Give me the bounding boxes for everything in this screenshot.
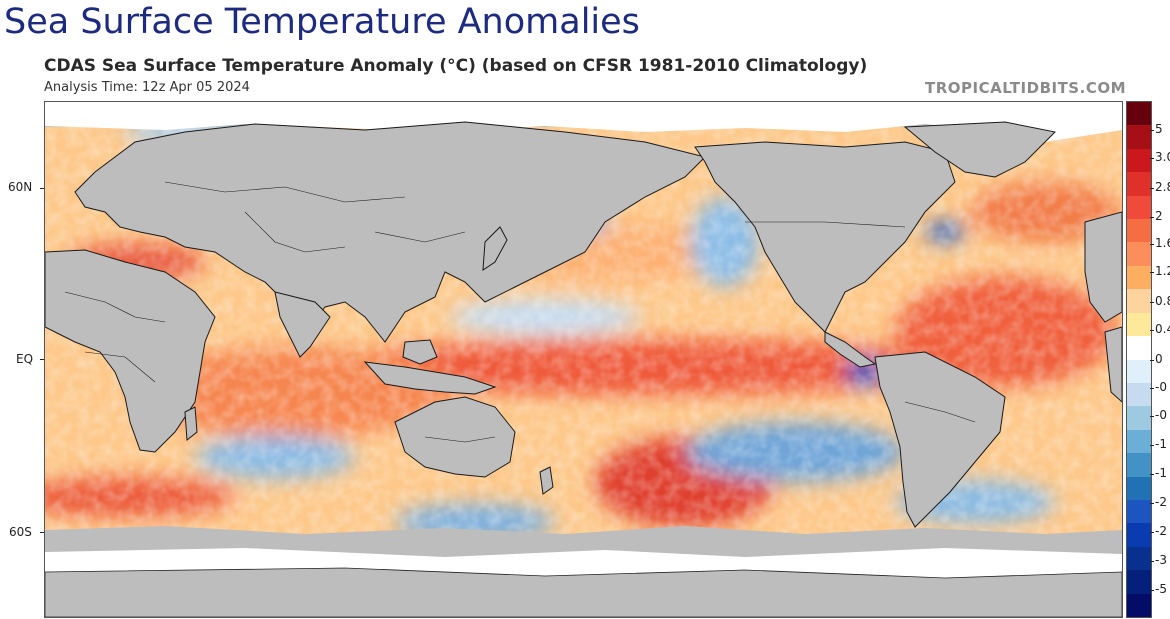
continents [45,121,1122,528]
colorbar-segment [1127,219,1151,244]
colorbar-tick [1150,302,1154,303]
analysis-time: Analysis Time: 12z Apr 05 2024 [44,80,250,95]
indonesia-islands [363,361,497,395]
greenland-land [903,121,1057,178]
colorbar-tick-label: -2 [1155,495,1167,509]
colorbar-tick-label: -3 [1155,553,1167,567]
japan-islands [482,226,508,271]
colorbar-tick-label: 2.8 [1155,180,1170,194]
source-credit: TROPICALTIDBITS.COM [925,79,1126,97]
colorbar-tick-label: 3.0 [1155,150,1170,164]
colorbar-tick [1150,330,1154,331]
colorbar-tick-label: -2 [1155,524,1167,538]
colorbar-tick-label: 1.6 [1155,236,1170,250]
borneo-island [402,339,438,365]
country-borders [64,181,976,443]
colorbar-segment [1127,546,1151,572]
australia-land [394,396,516,478]
madagascar-island [184,406,198,441]
colorbar-segment [1127,242,1151,267]
colorbar-tick [1150,532,1154,533]
lat-tick-eq [40,359,45,360]
page-title: Sea Surface Temperature Anomalies [4,2,640,42]
colorbar-segment [1127,172,1151,197]
colorbar-tick [1150,590,1154,591]
colorbar-segment [1127,102,1151,127]
lat-label-eq: EQ [16,352,34,366]
colorbar-segment [1127,593,1151,617]
europe-west-land [1084,211,1122,323]
colorbar-tick-label: 0.8 [1155,294,1170,308]
colorbar-tick-label: 0 [1155,352,1163,366]
south-america-land [874,351,1006,528]
colorbar-tick [1150,474,1154,475]
colorbar-tick [1150,388,1154,389]
colorbar-tick-label: -1 [1155,437,1167,451]
colorbar-segment [1127,265,1151,291]
colorbar-segment [1127,476,1151,501]
colorbar-segment [1127,406,1151,431]
lat-tick-60n [40,188,45,189]
colorbar-tick [1150,130,1154,131]
colorbar-segment [1127,453,1151,478]
colorbar-tick [1150,360,1154,361]
africa-land [45,249,216,453]
map-subtitle: CDAS Sea Surface Temperature Anomaly (°C… [44,56,868,76]
india-land [274,291,331,358]
africa-east-wrap [1104,326,1122,403]
colorbar-tick-label: -1 [1155,466,1167,480]
colorbar-segment [1127,125,1151,150]
colorbar-tick [1150,416,1154,417]
colorbar-tick [1150,244,1154,245]
colorbar-segment [1127,570,1151,595]
central-america-land [824,331,877,368]
colorbar-segment [1127,523,1151,548]
eurasia-land [74,121,706,343]
colorbar-tick-label: 2 [1155,209,1163,223]
colorbar-segment [1127,429,1151,455]
colorbar-segment [1127,195,1151,221]
colorbar-tick-label: -0 [1155,408,1167,422]
colorbar-tick [1150,217,1154,218]
lat-label-60s: 60S [9,525,32,539]
colorbar-tick [1150,561,1154,562]
north-america-land [694,141,956,333]
colorbar-tick-label: 1.2 [1155,264,1170,278]
colorbar-segment [1127,336,1151,361]
map-canvas [45,102,1122,617]
colorbar-tick-label: -5 [1155,582,1167,596]
arctic-ice [45,102,1122,142]
colorbar-tick [1150,503,1154,504]
colorbar-segment [1127,289,1151,314]
colorbar-tick-label: 5 [1155,122,1163,136]
colorbar-segment [1127,382,1151,408]
colorbar-tick [1150,272,1154,273]
sst-anomaly-map [44,101,1123,618]
lat-tick-60s [40,532,45,533]
colorbar-tick [1150,445,1154,446]
lat-label-60n: 60N [8,180,33,194]
colorbar-tick-label: -0 [1155,380,1167,394]
colorbar-segment [1127,359,1151,384]
colorbar-segment [1127,148,1151,174]
colorbar-segment [1127,499,1151,525]
antarctica-land [45,567,1122,617]
colorbar-segment [1127,312,1151,338]
colorbar-tick [1150,158,1154,159]
new-zealand-island [539,466,554,495]
anomaly-colorbar [1126,101,1152,618]
colorbar-tick-label: 0.4 [1155,322,1170,336]
colorbar-tick [1150,188,1154,189]
